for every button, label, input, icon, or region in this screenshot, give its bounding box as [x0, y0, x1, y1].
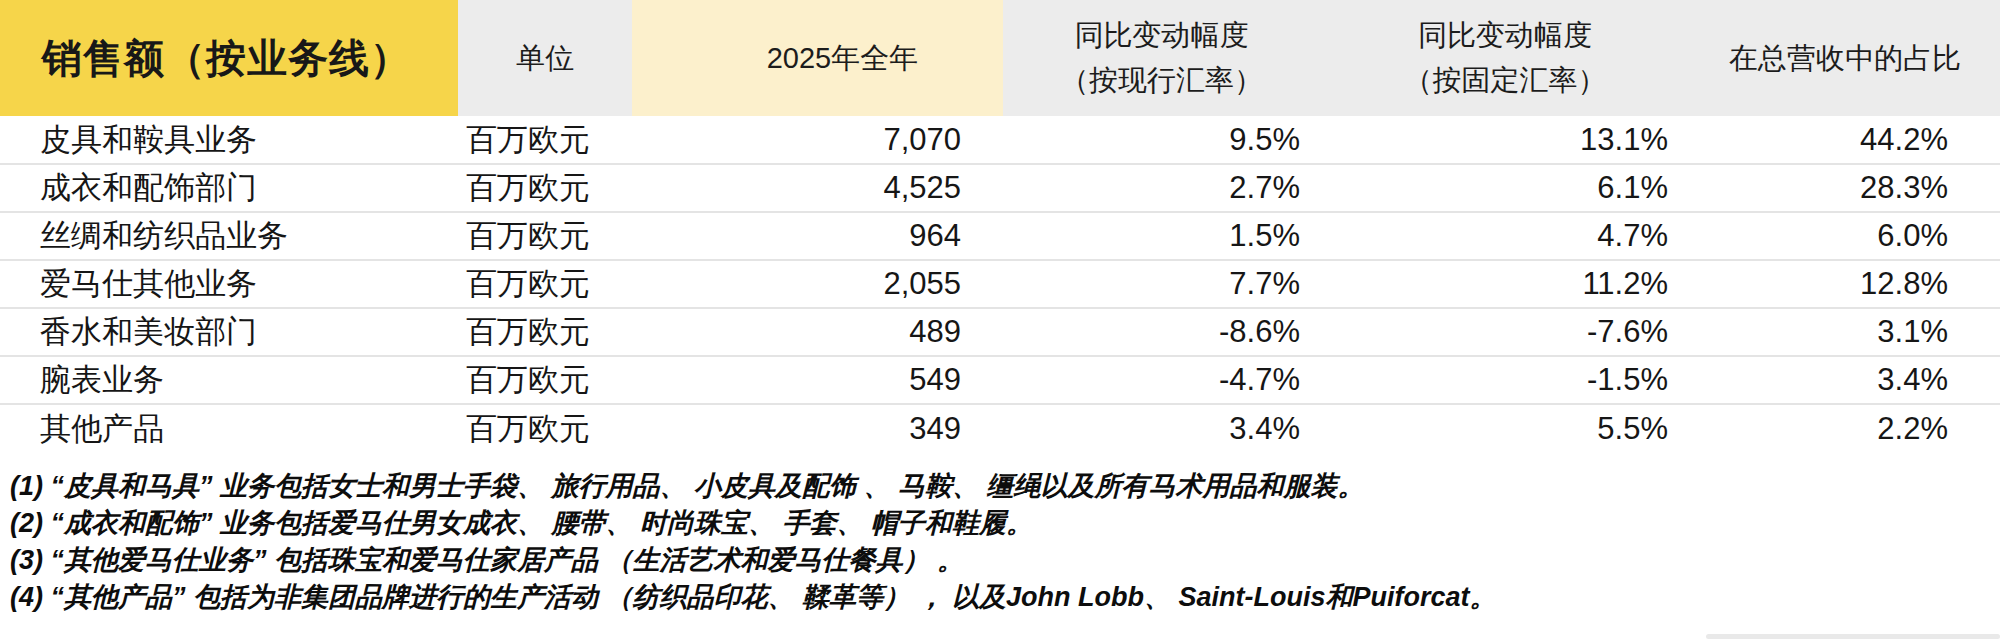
cell-sales-2025: 964	[632, 212, 1003, 260]
cell-change-constant: 13.1%	[1320, 116, 1690, 164]
col-header-change-constant-line1: 同比变动幅度	[1418, 19, 1592, 51]
cell-share-of-revenue: 6.0%	[1690, 212, 2000, 260]
cell-change-constant: 11.2%	[1320, 260, 1690, 308]
cell-unit: 百万欧元	[458, 116, 632, 164]
cell-unit: 百万欧元	[458, 212, 632, 260]
col-header-unit: 单位	[458, 0, 632, 116]
col-header-change-constant-rate: 同比变动幅度 （按固定汇率）	[1320, 0, 1690, 116]
cell-change-current: -4.7%	[1003, 356, 1320, 404]
cell-sales-2025: 489	[632, 308, 1003, 356]
cell-unit: 百万欧元	[458, 308, 632, 356]
cell-sales-2025: 4,525	[632, 164, 1003, 212]
cell-share-of-revenue: 12.8%	[1690, 260, 2000, 308]
cell-change-constant: -1.5%	[1320, 356, 1690, 404]
footnote: (1) “皮具和马具” 业务包括女士和男士手袋、 旅行用品、 小皮具及配饰 、 …	[10, 468, 1980, 505]
col-header-change-current-line1: 同比变动幅度	[1075, 19, 1249, 51]
cell-business-line: 成衣和配饰部门	[0, 164, 458, 212]
col-header-period: 2025年全年	[632, 0, 1003, 116]
cell-business-line: 香水和美妆部门	[0, 308, 458, 356]
cell-change-constant: 6.1%	[1320, 164, 1690, 212]
sales-by-business-line-table: 销售额（按业务线） 单位 2025年全年 同比变动幅度 （按现行汇率） 同比变动…	[0, 0, 2000, 452]
cell-sales-2025: 349	[632, 404, 1003, 452]
cell-unit: 百万欧元	[458, 164, 632, 212]
cell-change-current: -8.6%	[1003, 308, 1320, 356]
table-row: 其他产品 百万欧元 349 3.4% 5.5% 2.2%	[0, 404, 2000, 452]
horizontal-scrollbar[interactable]	[1706, 634, 2000, 639]
cell-business-line: 其他产品	[0, 404, 458, 452]
col-header-change-current-line2: （按现行汇率）	[1060, 64, 1263, 96]
footnote: (4) “其他产品” 包括为非集团品牌进行的生产活动 （纺织品印花、 鞣革等） …	[10, 579, 1980, 616]
cell-change-constant: -7.6%	[1320, 308, 1690, 356]
col-header-share-of-revenue: 在总营收中的占比	[1690, 0, 2000, 116]
table-header: 销售额（按业务线） 单位 2025年全年 同比变动幅度 （按现行汇率） 同比变动…	[0, 0, 2000, 116]
cell-change-constant: 4.7%	[1320, 212, 1690, 260]
table-row: 成衣和配饰部门 百万欧元 4,525 2.7% 6.1% 28.3%	[0, 164, 2000, 212]
cell-business-line: 爱马仕其他业务	[0, 260, 458, 308]
cell-change-current: 1.5%	[1003, 212, 1320, 260]
table-body: 皮具和鞍具业务 百万欧元 7,070 9.5% 13.1% 44.2% 成衣和配…	[0, 116, 2000, 452]
footnote: (2) “成衣和配饰” 业务包括爱马仕男女成衣、 腰带、 时尚珠宝、 手套、 帽…	[10, 505, 1980, 542]
cell-share-of-revenue: 28.3%	[1690, 164, 2000, 212]
table-row: 爱马仕其他业务 百万欧元 2,055 7.7% 11.2% 12.8%	[0, 260, 2000, 308]
cell-sales-2025: 7,070	[632, 116, 1003, 164]
cell-share-of-revenue: 3.4%	[1690, 356, 2000, 404]
cell-business-line: 丝绸和纺织品业务	[0, 212, 458, 260]
cell-unit: 百万欧元	[458, 356, 632, 404]
cell-change-current: 7.7%	[1003, 260, 1320, 308]
footnotes-section: (1) “皮具和马具” 业务包括女士和男士手袋、 旅行用品、 小皮具及配饰 、 …	[0, 452, 2000, 616]
table-row: 丝绸和纺织品业务 百万欧元 964 1.5% 4.7% 6.0%	[0, 212, 2000, 260]
table-row: 腕表业务 百万欧元 549 -4.7% -1.5% 3.4%	[0, 356, 2000, 404]
col-header-change-constant-line2: （按固定汇率）	[1404, 64, 1607, 96]
cell-sales-2025: 2,055	[632, 260, 1003, 308]
table-title: 销售额（按业务线）	[0, 0, 458, 116]
table-row: 皮具和鞍具业务 百万欧元 7,070 9.5% 13.1% 44.2%	[0, 116, 2000, 164]
cell-change-current: 3.4%	[1003, 404, 1320, 452]
cell-business-line: 腕表业务	[0, 356, 458, 404]
cell-business-line: 皮具和鞍具业务	[0, 116, 458, 164]
cell-change-current: 2.7%	[1003, 164, 1320, 212]
table-row: 香水和美妆部门 百万欧元 489 -8.6% -7.6% 3.1%	[0, 308, 2000, 356]
col-header-change-current-rate: 同比变动幅度 （按现行汇率）	[1003, 0, 1320, 116]
cell-unit: 百万欧元	[458, 260, 632, 308]
cell-share-of-revenue: 44.2%	[1690, 116, 2000, 164]
cell-unit: 百万欧元	[458, 404, 632, 452]
cell-share-of-revenue: 2.2%	[1690, 404, 2000, 452]
footnote: (3) “其他爱马仕业务” 包括珠宝和爱马仕家居产品 （生活艺术和爱马仕餐具） …	[10, 542, 1980, 579]
cell-change-constant: 5.5%	[1320, 404, 1690, 452]
cell-change-current: 9.5%	[1003, 116, 1320, 164]
cell-sales-2025: 549	[632, 356, 1003, 404]
cell-share-of-revenue: 3.1%	[1690, 308, 2000, 356]
